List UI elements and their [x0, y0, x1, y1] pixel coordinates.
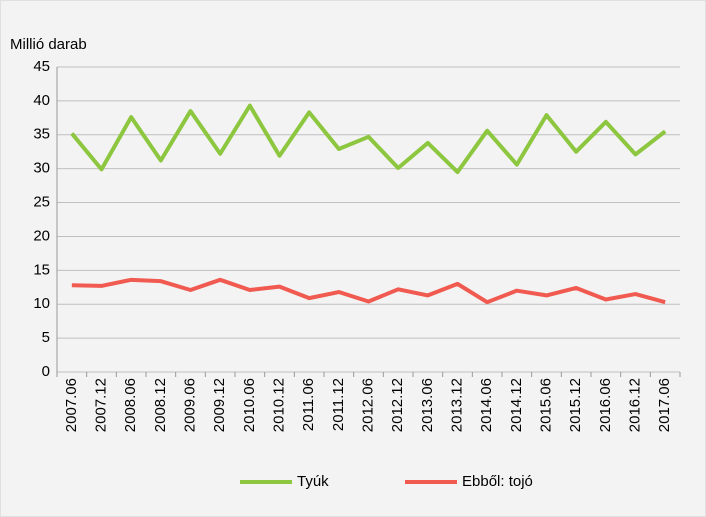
y-tick-label: 30 [33, 160, 50, 177]
x-tick-label: 2015.06 [537, 378, 554, 432]
series-line [71, 277, 666, 305]
x-tick-label: 2013.12 [448, 378, 465, 432]
y-tick-label: 10 [33, 295, 50, 312]
x-tick-label: 2011.12 [330, 378, 347, 431]
y-tick-label: 15 [33, 261, 50, 278]
x-tick-label: 2007.06 [63, 378, 80, 432]
y-tick-label: 35 [33, 126, 50, 143]
y-tick-label: 20 [33, 227, 50, 244]
y-tick-label: 0 [42, 363, 50, 380]
x-tick-label: 2007.12 [92, 378, 109, 432]
x-tick-label: 2009.12 [211, 378, 228, 432]
x-tick-label: 2017.06 [656, 378, 673, 432]
x-tick-label: 2016.06 [597, 378, 614, 432]
x-tick-label: 2012.06 [359, 378, 376, 432]
y-axis-label: Millió darab [10, 36, 87, 53]
x-tick-label: 2010.12 [270, 378, 287, 432]
x-tick-label: 2012.12 [389, 378, 406, 432]
x-tick-label: 2014.06 [478, 378, 495, 432]
x-tick-label: 2010.06 [241, 378, 258, 432]
legend-label: Tyúk [297, 473, 329, 490]
x-tick-label: 2013.06 [419, 378, 436, 432]
x-tick-label: 2011.06 [300, 378, 317, 431]
y-tick-label: 25 [33, 194, 50, 211]
x-tick-label: 2009.06 [181, 378, 198, 432]
legend-label: Ebből: tojó [462, 473, 533, 490]
y-tick-label: 45 [33, 58, 50, 75]
x-tick-label: 2008.12 [152, 378, 169, 432]
series-line [70, 103, 667, 175]
x-tick-label: 2016.12 [626, 378, 643, 432]
x-tick-label: 2015.12 [567, 378, 584, 432]
y-tick-label: 40 [33, 92, 50, 109]
x-tick-label: 2008.06 [122, 378, 139, 432]
x-tick-label: 2014.12 [508, 378, 525, 432]
y-tick-label: 5 [42, 329, 50, 346]
